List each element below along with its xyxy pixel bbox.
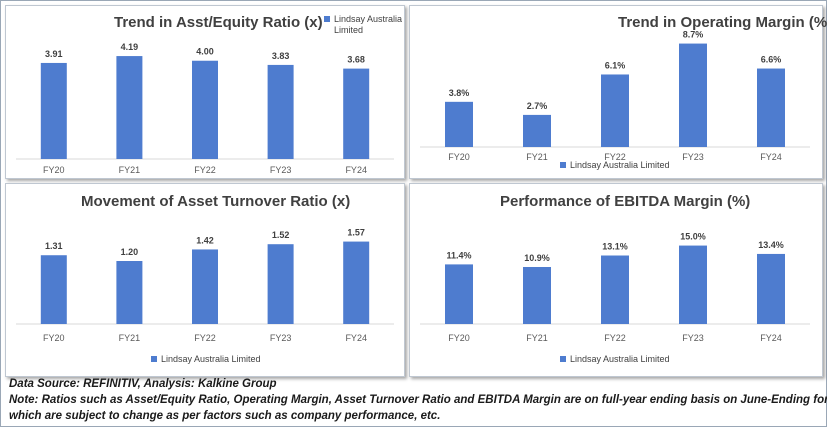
bar-fy21 [116,261,143,324]
chart-title: Trend in Asst/Equity Ratio (x) [114,14,323,31]
tick-label-fy21: FY21 [119,333,141,343]
data-label-fy24: 3.68 [347,55,365,65]
chart-title: Movement of Asset Turnover Ratio (x) [81,193,351,210]
tick-label-fy22: FY22 [194,333,216,343]
legend-label: Limited [334,25,363,35]
data-label-fy23: 3.83 [272,51,290,61]
bar-fy22 [192,249,218,324]
tick-label-fy21: FY21 [526,152,548,162]
data-label-fy24: 13.4% [758,240,784,250]
bar-fy24 [757,253,785,324]
bar-fy22 [601,255,629,324]
bar-fy24 [757,68,785,147]
data-label-fy23: 15.0% [680,232,706,242]
tick-label-fy20: FY20 [448,152,470,162]
data-label-fy24: 1.57 [347,228,365,238]
tick-label-fy21: FY21 [526,333,548,343]
note-text-line-1: Note: Ratios such as Asset/Equity Ratio,… [9,394,827,406]
data-label-fy24: 6.6% [761,55,782,65]
chart-title: Performance of EBITDA Margin (%) [500,193,751,210]
legend-label: Lindsay Australia Limited [570,354,670,364]
tick-label-fy24: FY24 [760,333,782,343]
tick-label-fy24: FY24 [345,165,367,175]
data-label-fy20: 3.91 [45,49,63,59]
data-label-fy20: 3.8% [449,88,470,98]
data-label-fy22: 13.1% [602,242,628,252]
bar-fy22 [601,74,629,147]
bar-fy24 [343,241,370,324]
bar-fy21 [523,267,551,324]
tick-label-fy20: FY20 [448,333,470,343]
tick-label-fy22: FY22 [604,152,626,162]
legend-swatch [560,356,566,362]
bar-fy20 [445,264,473,324]
tick-label-fy20: FY20 [43,333,65,343]
tick-label-fy23: FY23 [682,333,704,343]
bar-fy21 [116,56,143,159]
chart-title: Trend in Operating Margin (%) [618,14,827,31]
tick-label-fy21: FY21 [119,165,141,175]
tick-label-fy23: FY23 [270,333,292,343]
tick-label-fy24: FY24 [760,152,782,162]
data-label-fy23: 1.52 [272,230,290,240]
data-label-fy22: 6.1% [605,60,626,70]
operating-margin-chart: 3.8% FY20 2.7% FY21 6.1% FY22 8.7% FY23 6.6% FY24… [420,30,810,170]
asset-equity-chart: 3.91 FY20 4.19 FY21 4.00 FY22 3.83 FY23 3.68 FY24… [16,14,402,175]
bar-fy20 [445,101,473,147]
tick-label-fy22: FY22 [194,165,216,175]
ebitda-margin-chart: 11.4% FY20 10.9% FY21 13.1% FY22 15.0% FY23 13.4… [420,232,810,364]
bar-fy23 [679,43,707,147]
bar-fy20 [40,255,67,324]
legend-label: Lindsay Australia [334,14,402,24]
tick-label-fy23: FY23 [682,152,704,162]
bar-fy23 [267,244,294,324]
panel-ebitda-margin: 11.4% FY20 10.9% FY21 13.1% FY22 15.0% FY23 13.4… [409,183,823,377]
panel-asset-equity-ratio: 3.91 FY20 4.19 FY21 4.00 FY22 3.83 FY23 3.68 FY24… [5,5,405,179]
panel-operating-margin: 3.8% FY20 2.7% FY21 6.1% FY22 8.7% FY23 6.6% FY24… [409,5,827,179]
bar-fy24 [343,68,370,159]
data-label-fy22: 1.42 [196,235,214,245]
tick-label-fy22: FY22 [604,333,626,343]
note-text-line-2: which are subject to change as per facto… [9,410,441,422]
panel-asset-turnover: 1.31 FY20 1.20 FY21 1.42 FY22 1.52 FY23 1.57 FY24… [5,183,405,377]
legend-swatch [324,16,330,22]
data-label-fy21: 2.7% [527,101,548,111]
data-label-fy21: 4.19 [121,42,139,52]
data-label-fy21: 1.20 [121,247,139,257]
bar-fy23 [267,64,294,159]
tick-label-fy24: FY24 [345,333,367,343]
asset-turnover-chart: 1.31 FY20 1.20 FY21 1.42 FY22 1.52 FY23 1.57 FY24… [16,228,394,364]
data-label-fy23: 8.7% [683,30,704,40]
legend-swatch [151,356,157,362]
legend-swatch [560,162,566,168]
data-label-fy22: 4.00 [196,47,214,57]
bar-fy21 [523,114,551,147]
data-label-fy20: 1.31 [45,241,63,251]
tick-label-fy23: FY23 [270,165,292,175]
data-label-fy20: 11.4% [446,250,471,260]
bar-fy22 [192,60,218,159]
legend-label: Lindsay Australia Limited [161,354,261,364]
tick-label-fy20: FY20 [43,165,65,175]
data-source-text: Data Source: REFINITIV, Analysis: Kalkin… [9,378,277,390]
bar-fy20 [40,62,67,160]
bar-fy23 [679,245,707,324]
legend-label: Lindsay Australia Limited [570,160,670,170]
data-label-fy21: 10.9% [524,253,550,263]
